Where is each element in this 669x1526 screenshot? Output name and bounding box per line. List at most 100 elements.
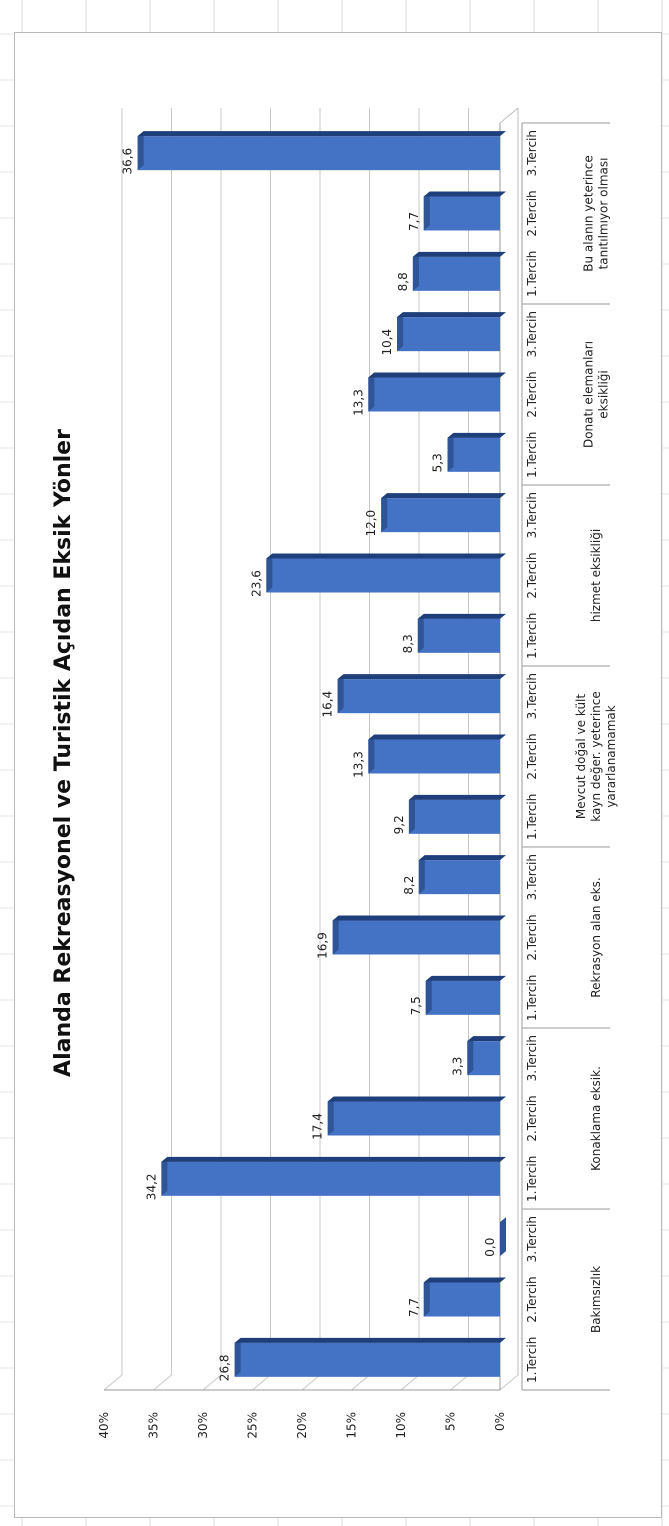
data-label: 17,4 (311, 1113, 325, 1140)
bar-cap (408, 794, 415, 834)
bar-side (332, 915, 506, 921)
bar-side (425, 975, 506, 981)
bar (412, 256, 500, 291)
bar-cap (423, 1277, 430, 1317)
gridline-depth (301, 1374, 321, 1391)
data-label: 7,5 (409, 996, 423, 1015)
y-tick-label: 30% (196, 1412, 210, 1439)
bar-cap (418, 855, 425, 895)
category-tick-label: 3.Tercih (525, 311, 539, 357)
category-tick-label: 2.Tercih (525, 1276, 539, 1322)
bar (137, 136, 500, 171)
gridline-depth (400, 1374, 420, 1391)
group-label: hizmet eksikliği (589, 529, 603, 622)
gridline-depth (153, 1374, 172, 1391)
bar (447, 437, 500, 472)
data-label: 10,4 (380, 329, 394, 356)
data-label: 23,6 (249, 570, 263, 597)
gridline-depth (351, 1374, 370, 1391)
bar-side (234, 1337, 506, 1343)
data-label: 12,0 (364, 510, 378, 537)
bar-side (266, 553, 506, 559)
bar-cap (447, 432, 454, 472)
category-tick-label: 1.Tercih (525, 1337, 539, 1383)
y-tick-label: 10% (394, 1412, 408, 1439)
y-tick-label: 35% (147, 1412, 161, 1439)
bar-side (418, 855, 506, 861)
data-label: 26,8 (218, 1354, 232, 1381)
category-tick-label: 2.Tercih (525, 371, 539, 417)
bar (368, 739, 500, 774)
bar-side (412, 251, 506, 257)
bar-cap (137, 131, 144, 171)
y-tick-label: 40% (97, 1412, 111, 1439)
bar-side (423, 1277, 506, 1283)
category-tick-label: 1.Tercih (525, 613, 539, 659)
y-tick-label: 25% (246, 1412, 260, 1439)
group-label: yararlanamamak (604, 705, 618, 807)
category-tick-label: 2.Tercih (525, 190, 539, 236)
category-tick-label: 1.Tercih (525, 432, 539, 478)
category-tick-label: 3.Tercih (525, 854, 539, 900)
group-label: tanıtılmıyor olması (597, 158, 611, 270)
gridline-depth (499, 1374, 519, 1391)
data-label: 7,7 (407, 1298, 421, 1317)
data-label: 34,2 (144, 1173, 158, 1200)
bar-side (417, 613, 506, 619)
bar-cap (500, 1217, 506, 1257)
bar-cap (412, 251, 419, 291)
data-label: 8,2 (402, 876, 416, 895)
bar-side (423, 191, 506, 197)
category-tick-label: 1.Tercih (525, 975, 539, 1021)
bar-cap (417, 613, 424, 653)
category-tick-label: 3.Tercih (525, 1035, 539, 1081)
y-tick-label: 5% (444, 1412, 458, 1431)
y-tick-label: 15% (345, 1412, 359, 1439)
group-label: kayn değer. yeterince (589, 691, 603, 822)
bar (327, 1101, 500, 1136)
data-label: 5,3 (431, 453, 445, 472)
category-tick-label: 2.Tercih (525, 1095, 539, 1141)
data-label: 36,6 (121, 148, 135, 175)
bar-cap (425, 975, 432, 1015)
gridline-depth (103, 1374, 123, 1391)
bar-cap (327, 1096, 334, 1136)
group-label: Mevcut doğal ve kült (574, 694, 588, 819)
bar-side (137, 131, 506, 137)
bar-cap (397, 312, 404, 352)
bar-side (337, 674, 506, 680)
category-tick-label: 2.Tercih (525, 733, 539, 779)
category-tick-label: 3.Tercih (525, 492, 539, 538)
bar-side (368, 734, 506, 740)
bar-cap (337, 674, 344, 714)
category-tick-label: 2.Tercih (525, 914, 539, 960)
category-tick-label: 1.Tercih (525, 1156, 539, 1202)
category-tick-label: 3.Tercih (525, 673, 539, 719)
data-label: 9,2 (392, 815, 406, 834)
category-tick-label: 3.Tercih (525, 130, 539, 176)
category-tick-label: 1.Tercih (525, 251, 539, 297)
bar-side (327, 1096, 506, 1102)
bar-side (447, 432, 506, 438)
bar (423, 1282, 500, 1317)
data-label: 3,3 (450, 1057, 464, 1076)
data-label: 13,3 (351, 751, 365, 778)
floor-side (499, 107, 519, 124)
bar (368, 377, 500, 412)
category-tick-label: 1.Tercih (525, 794, 539, 840)
bar (417, 618, 500, 653)
bar-cap (266, 553, 273, 593)
group-label: Rekrasyon alan eks. (589, 877, 603, 997)
group-label: Bu alanın yeterince (582, 155, 596, 271)
bar (397, 317, 500, 352)
bar-side (397, 312, 506, 318)
bar-cap (368, 734, 375, 774)
data-label: 8,8 (396, 272, 410, 291)
chart-title: Alanda Rekreasyonel ve Turistik Açıdan E… (51, 429, 76, 1077)
data-label: 13,3 (351, 389, 365, 416)
bar (266, 558, 500, 593)
data-label: 7,7 (407, 212, 421, 231)
group-label: Konaklama eksik. (589, 1066, 603, 1171)
bar (337, 679, 500, 714)
